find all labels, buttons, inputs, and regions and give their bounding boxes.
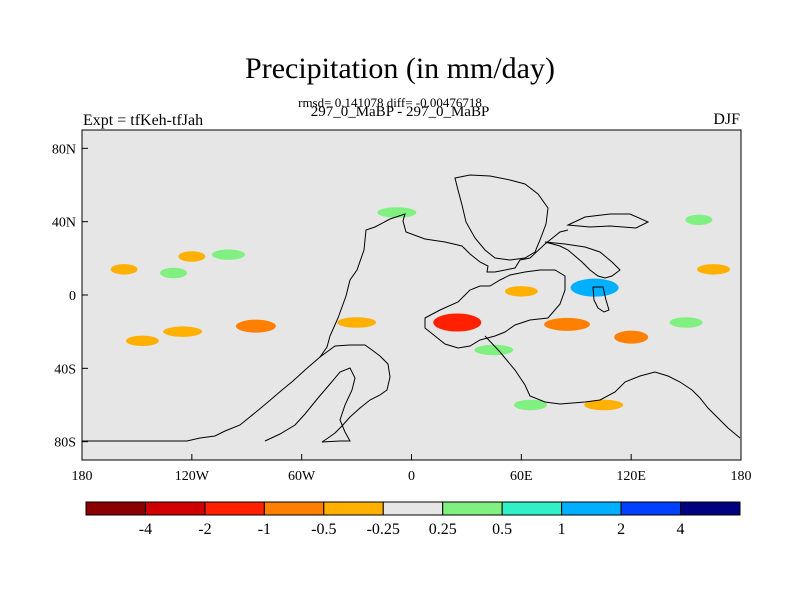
anomaly-patch <box>544 317 591 331</box>
colorbar-label: 0.5 <box>492 521 512 538</box>
anomaly-patch <box>178 251 206 262</box>
anomaly-patch <box>474 344 514 356</box>
colorbar-swatch <box>144 501 206 516</box>
anomaly-patch <box>163 326 203 337</box>
anomaly-patch <box>110 264 138 275</box>
anomaly-patch <box>570 278 619 297</box>
x-tick-label: 120W <box>175 469 210 484</box>
anomaly-patch <box>504 286 538 297</box>
x-tick-label: 180 <box>72 469 93 484</box>
anomaly-layer <box>110 207 731 411</box>
coastline-americas <box>82 213 569 442</box>
colorbar-label: -0.5 <box>311 521 336 538</box>
colorbar-swatch <box>680 501 741 516</box>
y-tick-label: 80N <box>52 142 76 157</box>
coastline-eurasia <box>544 213 650 279</box>
chart-title: Precipitation (in mm/day) <box>245 52 555 85</box>
x-tick-label: 60W <box>288 469 316 484</box>
anomaly-patch <box>211 249 245 260</box>
y-tick-label: 0 <box>69 289 76 304</box>
anomaly-patch <box>377 207 417 218</box>
colorbar-label: 1 <box>558 521 566 538</box>
colorbar-swatch <box>620 501 682 516</box>
anomaly-patch <box>160 267 188 279</box>
colorbar-label: -0.25 <box>367 521 400 538</box>
anomaly-patch <box>125 335 159 347</box>
x-tick-label: 120E <box>616 469 646 484</box>
coastline-layer <box>82 174 741 443</box>
colorbar-swatch <box>263 501 325 516</box>
comparison-label: 297_0_MaBP - 297_0_MaBP <box>310 104 490 120</box>
coastline-maritime <box>592 286 610 313</box>
colorbar-swatch <box>204 501 265 516</box>
x-tick-label: 180 <box>731 469 752 484</box>
plot-background <box>82 130 741 460</box>
anomaly-patch <box>235 319 276 333</box>
colorbar-swatch <box>501 501 563 516</box>
anomaly-patch <box>697 264 731 275</box>
coastline-greenland <box>454 174 549 261</box>
anomaly-patch <box>584 399 624 411</box>
anomaly-patch <box>513 399 547 411</box>
season-label: DJF <box>713 111 740 128</box>
y-tick-label: 40N <box>52 216 76 231</box>
anomaly-patch <box>685 214 713 226</box>
colorbar-swatch <box>382 501 444 516</box>
colorbar-swatch <box>442 501 503 516</box>
colorbar-swatch <box>85 501 146 516</box>
coastline-africa <box>424 269 566 349</box>
x-tick-label: 60E <box>510 469 533 484</box>
colorbar-label: 2 <box>617 521 625 538</box>
colorbar-label: 0.25 <box>429 521 457 538</box>
colorbar-label: -2 <box>198 521 211 538</box>
coastline-patagonia <box>264 367 356 443</box>
x-tick-label: 0 <box>408 469 415 484</box>
colorbar-label: -1 <box>258 521 271 538</box>
experiment-label: Expt = tfKeh-tfJah <box>83 112 204 129</box>
colorbar-label: -4 <box>139 521 152 538</box>
colorbar: -4 -2 -1 -0.5 -0.25 0.25 0.5 1 2 4 <box>85 501 741 538</box>
anomaly-patch <box>433 313 482 332</box>
anomaly-patch <box>614 330 649 344</box>
anomaly-patch <box>669 317 703 328</box>
y-tick-label: 80S <box>54 436 76 451</box>
coastline-south-america <box>319 344 391 443</box>
y-tick-label: 40S <box>54 362 76 377</box>
anomaly-patch <box>337 317 377 328</box>
stats-line: rmsd= 0.141078 diff= -0.00476718 <box>298 95 482 110</box>
colorbar-label: 4 <box>677 521 685 538</box>
colorbar-swatch <box>323 501 384 516</box>
colorbar-swatch <box>561 501 622 516</box>
coastline-australia <box>484 335 741 439</box>
axis-layer: 180 120W 60W 0 60E 120E 180 80N 40N 0 40S 80S <box>52 142 752 484</box>
